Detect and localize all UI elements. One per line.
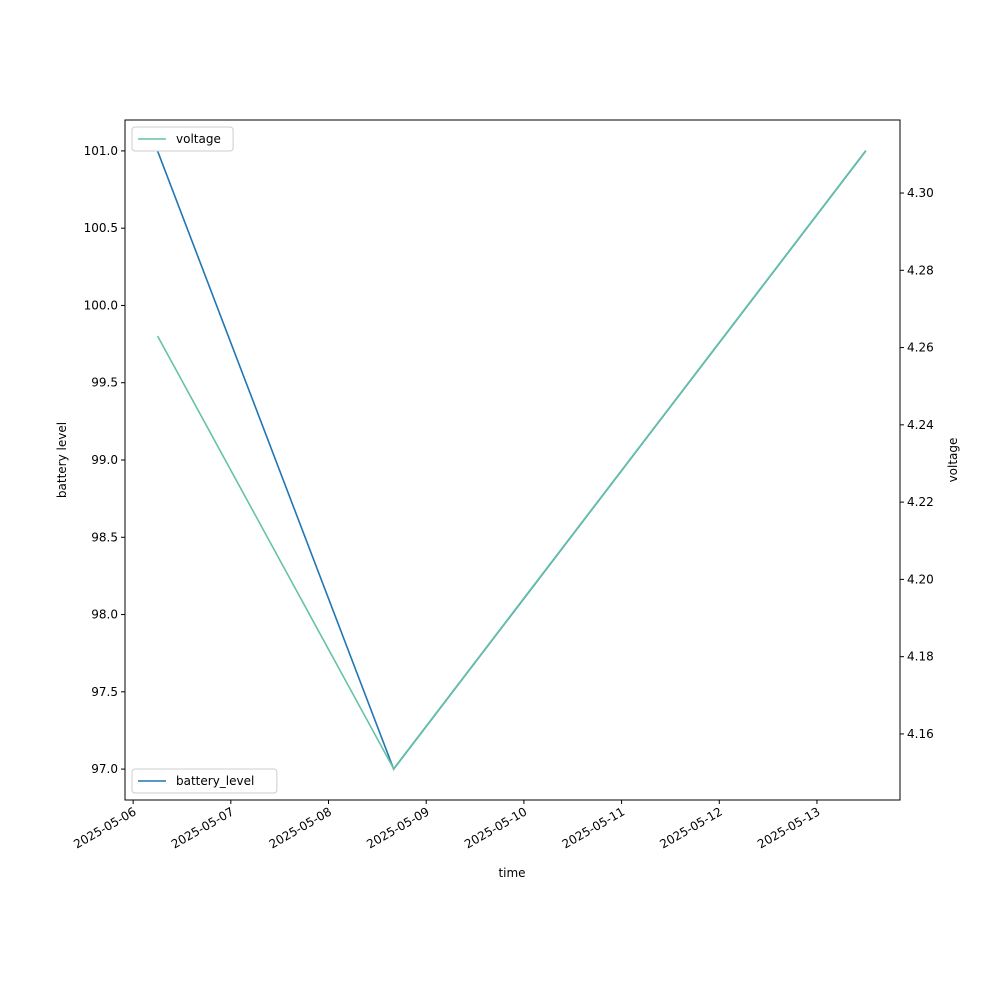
legend-label: voltage bbox=[176, 132, 221, 146]
y-tick-label: 101.0 bbox=[84, 144, 118, 158]
y-tick-label: 98.0 bbox=[91, 608, 118, 622]
y-tick-label: 97.5 bbox=[91, 685, 118, 699]
y-tick-label: 98.5 bbox=[91, 530, 118, 544]
legend: battery_level bbox=[131, 768, 278, 794]
x-axis-label: time bbox=[498, 866, 525, 880]
data-line bbox=[156, 150, 867, 771]
y-tick-label: 100.5 bbox=[84, 221, 118, 235]
y2-tick-label: 4.22 bbox=[907, 495, 934, 509]
y-tick-label: 100.0 bbox=[84, 298, 118, 312]
x-tick-label: 2025-05-08 bbox=[267, 804, 334, 851]
y-tick-label: 99.5 bbox=[91, 376, 118, 390]
data-line bbox=[156, 150, 867, 771]
x-tick-label: 2025-05-11 bbox=[560, 804, 627, 851]
y2-tick-label: 4.28 bbox=[907, 263, 934, 277]
y-axis-label: battery level bbox=[55, 422, 69, 498]
y2-tick-label: 4.18 bbox=[907, 650, 934, 664]
y-tick-label: 99.0 bbox=[91, 453, 118, 467]
x-tick-label: 2025-05-09 bbox=[364, 804, 431, 851]
y-tick-label: 97.0 bbox=[91, 762, 118, 776]
y2-tick-label: 4.24 bbox=[907, 418, 934, 432]
y2-tick-label: 4.16 bbox=[907, 727, 934, 741]
y2-axis-label: voltage bbox=[946, 438, 960, 483]
legend: voltage bbox=[131, 126, 234, 152]
x-tick-label: 2025-05-13 bbox=[755, 804, 822, 851]
plot-frame bbox=[124, 119, 901, 801]
x-tick-label: 2025-05-07 bbox=[169, 804, 236, 851]
y2-tick-label: 4.30 bbox=[907, 186, 934, 200]
y2-tick-label: 4.26 bbox=[907, 341, 934, 355]
legend-box bbox=[131, 126, 234, 152]
legend-box bbox=[131, 768, 278, 794]
y2-tick-label: 4.20 bbox=[907, 572, 934, 586]
x-tick-label: 2025-05-12 bbox=[657, 804, 724, 851]
legend-label: battery_level bbox=[176, 774, 254, 788]
x-tick-label: 2025-05-10 bbox=[462, 804, 529, 851]
x-tick-label: 2025-05-06 bbox=[71, 804, 138, 851]
